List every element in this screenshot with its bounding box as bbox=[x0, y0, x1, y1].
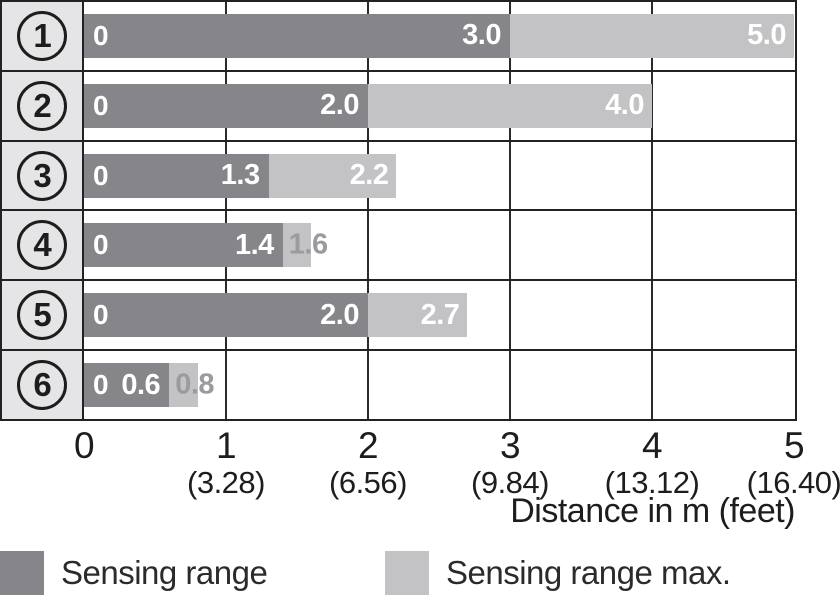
bar-track: 2.7 0 2.0 bbox=[84, 293, 794, 338]
x-axis: 0 1 (3.28) 2 (6.56) 3 (9.84) 4 (13.12) 5 (16.40) bbox=[74, 425, 840, 501]
sensing-range-max-bar: 5.0 bbox=[510, 13, 794, 58]
x-tick: 1 (3.28) bbox=[187, 425, 265, 501]
chart-row: 6 0 0.6 0.8 bbox=[2, 351, 795, 419]
row-header: 6 bbox=[2, 351, 84, 419]
row-header: 1 bbox=[2, 2, 84, 70]
bar-zero-label: 0 bbox=[93, 229, 109, 261]
sensing-range-bar: 0 1.4 bbox=[84, 223, 283, 268]
bar-track: 5.0 0 3.0 bbox=[84, 13, 794, 58]
x-tick-meters: 4 bbox=[641, 425, 663, 466]
sensing-range-value: 1.3 bbox=[220, 159, 260, 192]
circled-number: 3 bbox=[17, 150, 67, 201]
sensing-range-bar: 0 2.0 bbox=[84, 293, 368, 338]
circled-number: 6 bbox=[17, 360, 67, 411]
sensing-range-max-bar bbox=[169, 363, 198, 408]
bar-track: 4.0 0 2.0 bbox=[84, 83, 794, 128]
x-tick-feet: (13.12) bbox=[604, 465, 700, 500]
sensing-range-max-bar: 2.7 bbox=[368, 293, 468, 338]
x-tick-feet: (3.28) bbox=[187, 465, 265, 500]
sensing-range-max-value: 2.7 bbox=[420, 298, 460, 331]
circled-number: 4 bbox=[17, 220, 67, 271]
row-header: 2 bbox=[2, 71, 84, 140]
row-header: 5 bbox=[2, 281, 84, 350]
x-tick: 2 (6.56) bbox=[329, 425, 407, 501]
circled-number: 2 bbox=[17, 80, 67, 131]
x-tick-meters: 5 bbox=[783, 425, 805, 466]
sensing-range-value: 1.4 bbox=[234, 228, 274, 261]
chart-row: 4 0 1.4 1.6 bbox=[2, 211, 795, 282]
bar-zero-label: 0 bbox=[93, 89, 109, 121]
sensing-range-value: 2.0 bbox=[320, 89, 359, 122]
row-header: 4 bbox=[2, 211, 84, 280]
x-tick-feet: (6.56) bbox=[329, 465, 407, 500]
sensing-range-max-value: 2.2 bbox=[349, 159, 389, 192]
row-plot: 0 1.4 1.6 bbox=[84, 211, 795, 279]
chart-row: 3 2.2 0 1.3 bbox=[2, 141, 795, 212]
x-tick-meters: 1 bbox=[215, 425, 237, 466]
legend-label-sensing-range-max: Sensing range max. bbox=[446, 554, 731, 591]
x-tick-meters: 3 bbox=[499, 425, 521, 466]
bar-zero-label: 0 bbox=[93, 159, 109, 191]
x-tick-meters: 0 bbox=[73, 425, 95, 466]
x-axis-title: Distance in m (feet) bbox=[510, 492, 795, 530]
chart-rows: 1 5.0 0 3.0 2 4.0 0 2.0 3 2.2 0 1.3 4 0 1.4 1.6 5 2.7 0 2.0… bbox=[2, 2, 795, 419]
row-plot: 2.7 0 2.0 bbox=[84, 281, 795, 349]
bar-zero-label: 0 bbox=[93, 299, 109, 331]
x-tick-meters: 2 bbox=[357, 425, 379, 466]
bar-zero-label: 0 bbox=[93, 19, 109, 51]
sensing-range-max-value: 1.6 bbox=[288, 228, 328, 261]
sensing-range-bar: 0 2.0 bbox=[84, 83, 368, 128]
sensing-range-max-bar bbox=[282, 223, 312, 268]
sensing-range-max-bar: 4.0 bbox=[368, 83, 652, 128]
bar-track: 0 0.6 0.8 bbox=[84, 363, 794, 408]
x-tick-feet: (9.84) bbox=[471, 465, 549, 500]
row-plot: 5.0 0 3.0 bbox=[84, 2, 795, 70]
legend-swatch-sensing-range bbox=[0, 551, 44, 595]
sensing-range-bar: 0 0.6 bbox=[84, 363, 170, 408]
x-tick: 5 (16.40) bbox=[746, 425, 840, 501]
legend: Sensing range Sensing range max. bbox=[0, 551, 840, 596]
sensing-range-max-value: 0.8 bbox=[175, 368, 215, 401]
x-tick: 3 (9.84) bbox=[471, 425, 549, 501]
circled-number: 1 bbox=[17, 10, 67, 61]
chart-row: 1 5.0 0 3.0 bbox=[2, 2, 795, 72]
legend-item-sensing-range: Sensing range bbox=[0, 551, 268, 595]
bar-zero-label: 0 bbox=[93, 369, 109, 401]
legend-swatch-sensing-range-max bbox=[385, 551, 429, 595]
row-header: 3 bbox=[2, 141, 84, 210]
x-tick-feet: (16.40) bbox=[746, 465, 840, 500]
row-plot: 4.0 0 2.0 bbox=[84, 72, 795, 140]
chart-row: 2 4.0 0 2.0 bbox=[2, 71, 795, 142]
bar-track: 2.2 0 1.3 bbox=[84, 153, 794, 198]
x-tick: 0 bbox=[73, 425, 95, 466]
sensing-range-max-value: 5.0 bbox=[747, 19, 786, 52]
sensing-range-max-value: 4.0 bbox=[605, 89, 644, 122]
sensing-range-bar: 0 1.3 bbox=[84, 153, 269, 198]
sensing-range-value: 3.0 bbox=[462, 19, 501, 52]
sensing-range-value: 2.0 bbox=[320, 298, 359, 331]
row-plot: 2.2 0 1.3 bbox=[84, 142, 795, 210]
bar-track: 0 1.4 1.6 bbox=[84, 223, 794, 268]
chart-row: 5 2.7 0 2.0 bbox=[2, 281, 795, 352]
row-plot: 0 0.6 0.8 bbox=[84, 351, 795, 419]
sensing-range-value: 0.6 bbox=[121, 368, 161, 401]
legend-label-sensing-range: Sensing range bbox=[61, 554, 268, 591]
sensing-range-max-bar: 2.2 bbox=[268, 153, 397, 198]
x-tick: 4 (13.12) bbox=[604, 425, 700, 501]
chart-grid: 1 5.0 0 3.0 2 4.0 0 2.0 3 2.2 0 1.3 4 0 1.4 1.6 5 2.7 0 2.0… bbox=[0, 0, 797, 421]
sensing-range-bar: 0 3.0 bbox=[84, 13, 510, 58]
circled-number: 5 bbox=[17, 290, 67, 341]
legend-item-sensing-range-max: Sensing range max. bbox=[385, 551, 731, 595]
